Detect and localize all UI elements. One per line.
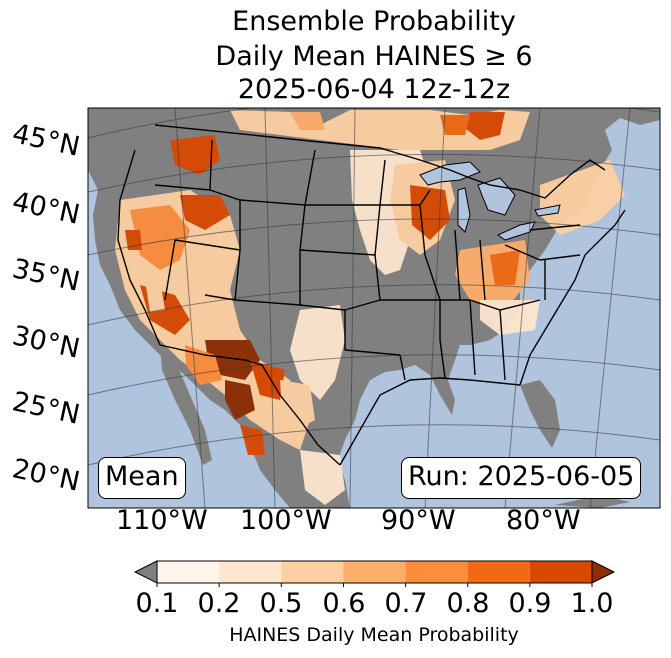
colorbar-segment: [529, 561, 592, 583]
run-date-label: Run: 2025-06-05: [401, 457, 642, 499]
colorbar-tick: 1.0: [570, 588, 614, 619]
lon-label-100w: 100°W: [240, 505, 332, 536]
colorbar-tick: 0.5: [259, 588, 303, 619]
colorbar-segment: [157, 561, 220, 583]
us-canada-border: [154, 124, 606, 199]
colorbar-tick: 0.8: [446, 588, 490, 619]
colorbar-tick: 0.2: [197, 588, 241, 619]
colorbar-tick: 0.7: [384, 588, 428, 619]
us-east-coast: [519, 209, 626, 386]
lon-label-80w: 80°W: [506, 505, 581, 536]
probability-shading: [115, 110, 625, 505]
colorbar-segment: [219, 561, 282, 583]
graticule: [88, 108, 660, 508]
us-gulf-coast: [339, 377, 521, 466]
title-line-2: Daily Mean HAINES ≥ 6: [215, 41, 533, 72]
colorbar-segment: [467, 561, 530, 583]
colorbar-over-extension: [591, 560, 616, 584]
lon-label-110w: 110°W: [116, 505, 208, 536]
colorbar-label: HAINES Daily Mean Probability: [229, 624, 519, 646]
colorbar-tick: 0.6: [322, 588, 366, 619]
land-baja-california: [160, 345, 212, 465]
mean-label: Mean: [98, 457, 186, 499]
colorbar-segment: [405, 561, 468, 583]
colorbar-segment: [343, 561, 406, 583]
great-lakes: [419, 161, 561, 241]
us-west-coast: [117, 149, 161, 346]
colorbar-under-extension: [133, 560, 158, 584]
title-line-3: 2025-06-04 12z-12z: [237, 74, 511, 105]
colorbar-tick: 0.9: [508, 588, 552, 619]
colorbar-segment: [281, 561, 344, 583]
title-line-1: Ensemble Probability: [232, 6, 516, 37]
land-florida: [520, 380, 560, 448]
colorbar-tick: 0.1: [135, 588, 179, 619]
lon-label-90w: 90°W: [381, 505, 456, 536]
borders: [117, 124, 626, 466]
us-mexico-border: [159, 344, 341, 466]
colorbar-outline: [156, 560, 593, 584]
